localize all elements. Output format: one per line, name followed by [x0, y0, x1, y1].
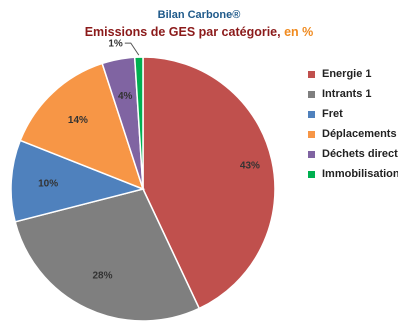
legend-label: Intrants 1: [322, 88, 372, 100]
legend-item-4: Déchets directs: [308, 144, 398, 164]
legend-swatch: [308, 70, 315, 78]
legend-item-3: Déplacements: [308, 124, 398, 144]
legend-swatch: [308, 90, 315, 98]
legend-label: Energie 1: [322, 68, 372, 80]
leader-line-5: [124, 42, 140, 56]
legend-item-0: Energie 1: [308, 64, 398, 84]
slice-label-0: 43%: [240, 161, 260, 172]
chart-subtitle: Emissions de GES par catégorie, en %: [0, 25, 398, 39]
slice-label-4: 4%: [118, 91, 133, 102]
legend-swatch: [308, 110, 315, 118]
chart-subtitle-main: Emissions de GES par catégorie,: [84, 25, 285, 39]
chart-subtitle-unit: en %: [284, 25, 314, 39]
slice-label-5: 1%: [108, 39, 123, 50]
legend-item-5: Immobilisations: [308, 164, 398, 184]
legend-label: Déchets directs: [322, 148, 398, 160]
pie-slice-2: [10, 139, 146, 223]
slice-label-2: 10%: [38, 179, 58, 190]
pie-slice-5: [133, 56, 144, 190]
chart-title: Bilan Carbone®: [157, 9, 241, 21]
slice-label-3: 14%: [68, 115, 88, 126]
pie-slice-1: [14, 188, 201, 322]
legend-label: Immobilisations: [322, 168, 398, 180]
slice-label-1: 28%: [92, 271, 112, 282]
legend-swatch: [308, 150, 315, 158]
legend-label: Déplacements: [322, 128, 397, 140]
legend-item-2: Fret: [308, 104, 398, 124]
pie-slice-0: [142, 56, 276, 310]
legend-swatch: [308, 130, 315, 138]
legend-label: Fret: [322, 108, 343, 120]
legend: Energie 1 Intrants 1 Fret Déplacements Déche…: [308, 64, 398, 184]
legend-swatch: [308, 170, 315, 178]
legend-item-1: Intrants 1: [308, 84, 398, 104]
